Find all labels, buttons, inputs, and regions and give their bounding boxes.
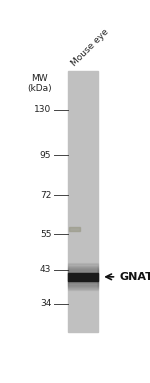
Text: 130: 130 (34, 105, 51, 115)
Text: Mouse eye: Mouse eye (69, 27, 110, 68)
Bar (68, 270, 98, 283)
Text: 72: 72 (40, 191, 51, 200)
Text: 55: 55 (40, 230, 51, 239)
Bar (68, 272, 98, 282)
Text: 34: 34 (40, 300, 51, 308)
Text: MW
(kDa): MW (kDa) (27, 74, 52, 93)
Bar (68, 266, 98, 288)
Bar (69, 228, 80, 231)
Bar (68, 263, 98, 290)
Bar (68, 71, 98, 332)
Bar (68, 267, 98, 287)
Bar (68, 268, 98, 286)
Text: 43: 43 (40, 265, 51, 275)
Text: 95: 95 (40, 151, 51, 160)
Bar (68, 264, 98, 289)
Bar (68, 273, 98, 281)
Bar (68, 269, 98, 285)
Text: GNAT1: GNAT1 (120, 272, 150, 282)
